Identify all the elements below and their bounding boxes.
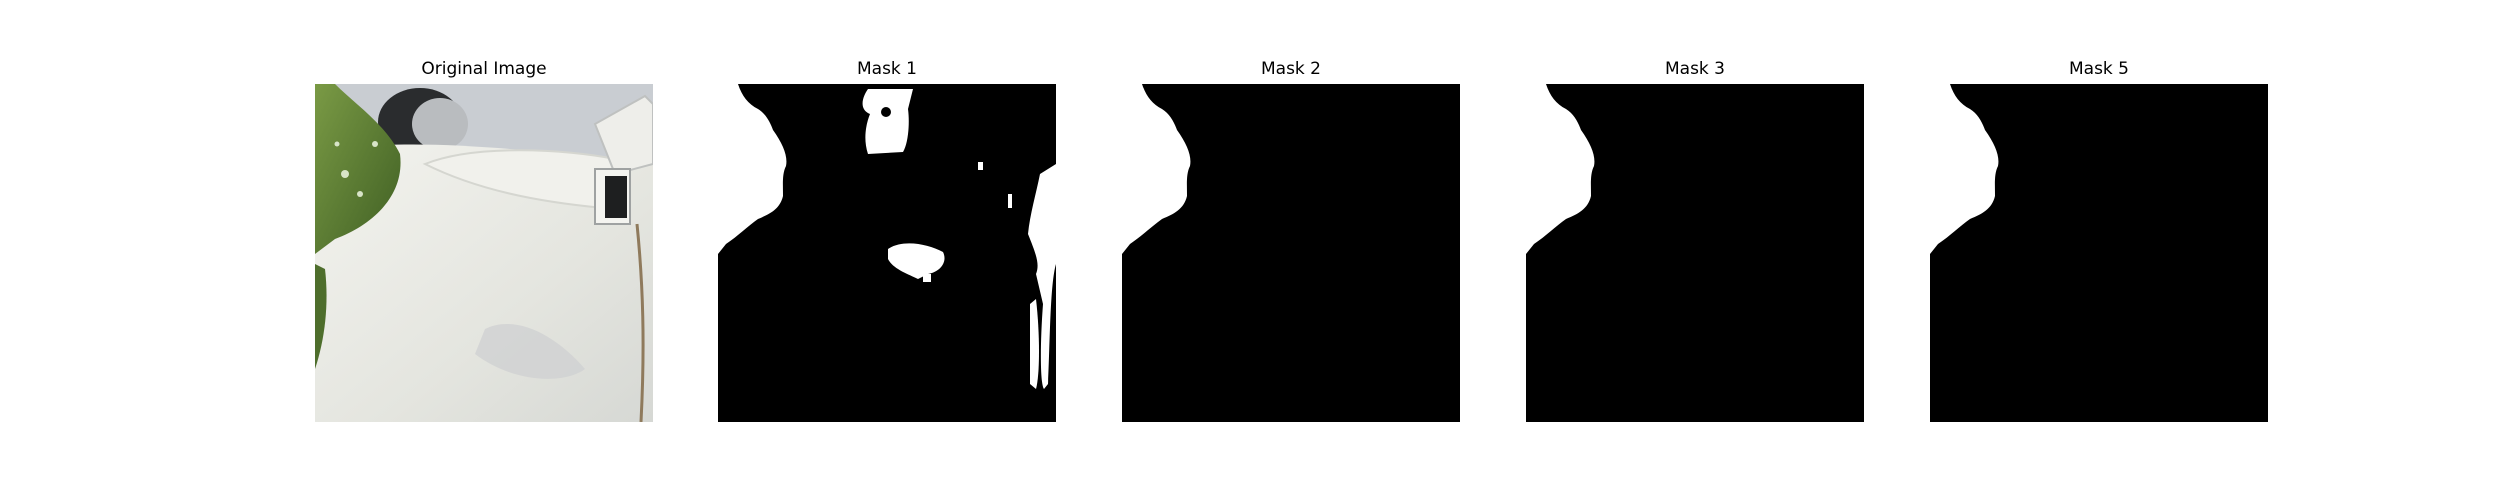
mask-image bbox=[1526, 84, 1864, 422]
mask-image bbox=[1122, 84, 1460, 422]
shadow bbox=[475, 323, 585, 379]
panel-title: Original Image bbox=[421, 59, 547, 79]
leaf bbox=[315, 84, 401, 254]
panel-title: Mask 5 bbox=[2068, 59, 2129, 79]
panel-title: Mask 3 bbox=[1664, 59, 1725, 79]
panel-title: Mask 1 bbox=[856, 59, 917, 79]
panel-title: Mask 2 bbox=[1260, 59, 1321, 79]
original-image bbox=[315, 84, 653, 422]
mask-image bbox=[718, 84, 1056, 422]
mask-image bbox=[1930, 84, 2268, 422]
